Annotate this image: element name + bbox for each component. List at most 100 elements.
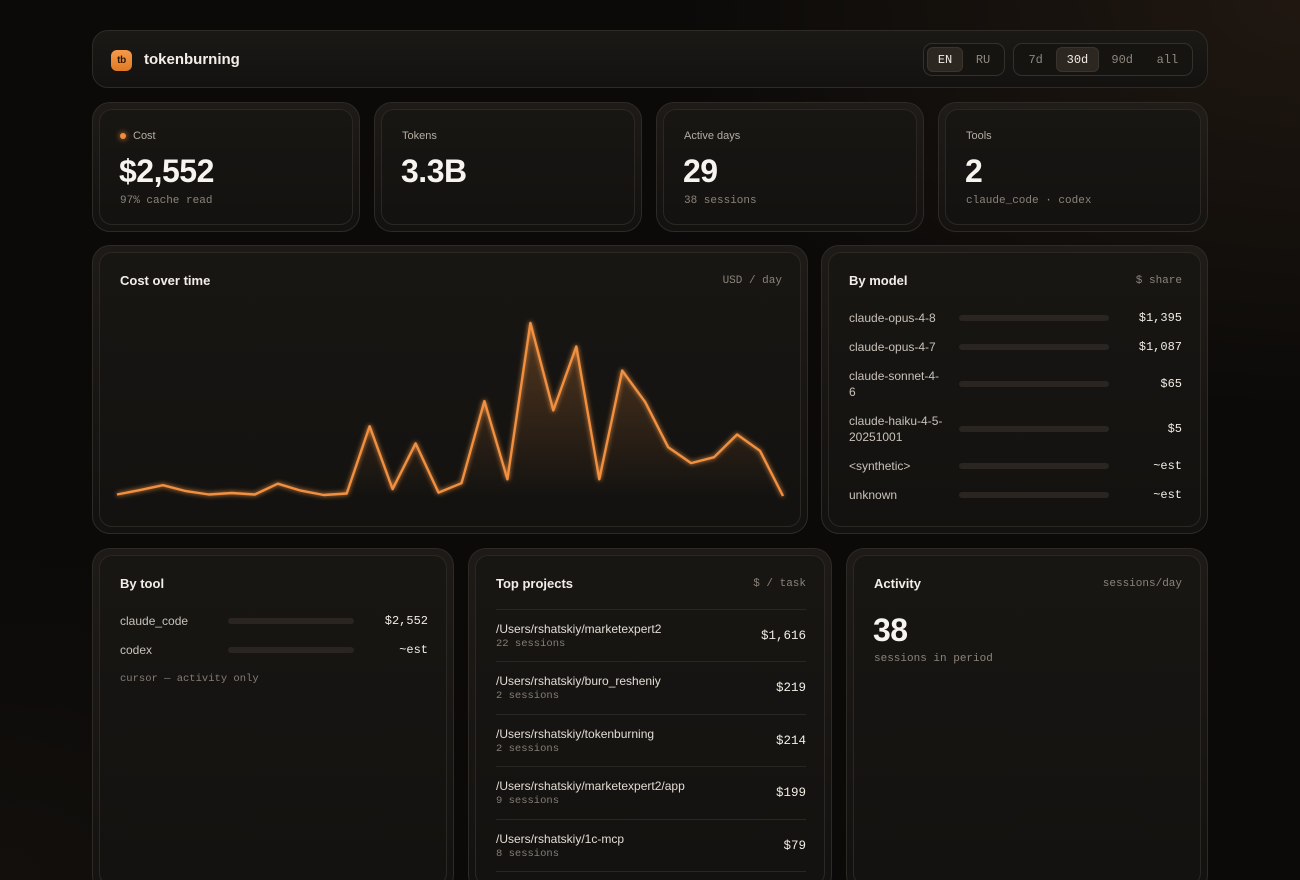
cost-data-point[interactable] [433, 487, 445, 499]
projects-title: Top projects [496, 576, 574, 591]
project-row[interactable]: /Users/rshatskiy/marketexpert2 22 sessio… [496, 609, 806, 661]
tool-share-bar [228, 618, 354, 624]
cost-data-point[interactable] [410, 437, 422, 449]
cost-data-point[interactable] [478, 395, 490, 407]
activity-title: Activity [874, 576, 921, 591]
project-cost: $79 [783, 839, 806, 853]
tool-name: codex [120, 643, 153, 657]
top-bar: tb tokenburning EN RU 7d 30d 90d all [92, 30, 1208, 88]
cost-data-point[interactable] [754, 445, 766, 457]
projects-meta: $ / task [753, 578, 806, 590]
tool-cost: ~est [399, 643, 428, 657]
cost-data-point[interactable] [226, 487, 238, 499]
range-30d-button[interactable]: 30d [1056, 47, 1099, 72]
model-name: claude-haiku-4-5-20251001 [849, 414, 943, 444]
model-cost: $65 [1160, 377, 1182, 391]
cost-data-point[interactable] [570, 341, 582, 353]
model-share-bar [959, 381, 1109, 387]
model-cost: $1,087 [1138, 340, 1182, 354]
tool-share-bar [228, 647, 354, 653]
stat-label: Tools [966, 130, 992, 142]
model-row[interactable]: claude-sonnet-4-6 $65 [849, 368, 1182, 400]
model-cost: $5 [1167, 422, 1182, 436]
model-share-bar [959, 426, 1109, 432]
model-share-bar [959, 344, 1109, 350]
stat-sub: 97% cache read [120, 195, 213, 207]
cost-data-point[interactable] [593, 473, 605, 485]
stat-value: 3.3B [401, 153, 467, 189]
cost-data-point[interactable] [524, 317, 536, 329]
cost-data-point[interactable] [662, 441, 674, 453]
range-7d-button[interactable]: 7d [1028, 52, 1043, 67]
stat-card-active-days: Active days 29 38 sessions [656, 102, 924, 232]
tool-cost: $2,552 [384, 614, 428, 628]
model-share-bar [959, 492, 1109, 498]
activity-card: Activity sessions/day 38 sessions in per… [846, 548, 1208, 880]
cost-data-point[interactable] [249, 489, 261, 501]
model-cost: ~est [1153, 488, 1182, 502]
lang-en-button[interactable]: EN [927, 47, 964, 72]
cost-data-point[interactable] [157, 479, 169, 491]
tool-row[interactable]: claude_code $2,552 [120, 613, 428, 629]
stat-card-tokens: Tokens 3.3B [374, 102, 642, 232]
lang-ru-button[interactable]: RU [975, 52, 991, 67]
by-model-card: By model $ share claude-opus-4-8 $1,395 … [821, 245, 1208, 534]
model-row[interactable]: claude-haiku-4-5-20251001 $5 [849, 413, 1182, 445]
cost-data-point[interactable] [777, 490, 789, 502]
cost-data-point[interactable] [708, 451, 720, 463]
chart-unit: USD / day [722, 275, 782, 287]
model-cost: $1,395 [1138, 311, 1182, 325]
app-title: tokenburning [144, 51, 240, 68]
tool-row[interactable]: codex ~est [120, 642, 428, 658]
model-row[interactable]: claude-opus-4-8 $1,395 [849, 310, 1182, 326]
project-path: /Users/rshatskiy/buro_resheniy [496, 674, 661, 688]
model-row[interactable]: claude-opus-4-7 $1,087 [849, 339, 1182, 355]
activity-value: 38 [873, 612, 908, 648]
by-tool-title: By tool [120, 576, 165, 591]
activity-sub: sessions in period [874, 653, 993, 665]
model-row[interactable]: unknown ~est [849, 487, 1182, 503]
cost-data-point[interactable] [134, 484, 146, 496]
project-row[interactable]: /Users/rshatskiy/1c-mcp 8 sessions $79 [496, 819, 806, 871]
range-switcher: 7d 30d 90d all [1013, 43, 1193, 76]
cost-data-point[interactable] [731, 429, 743, 441]
cost-area-fill [117, 322, 783, 496]
cost-data-point[interactable] [456, 477, 468, 489]
model-name: unknown [849, 488, 898, 502]
cost-data-point[interactable] [616, 365, 628, 377]
cost-data-point[interactable] [364, 420, 376, 432]
cost-data-point[interactable] [547, 404, 559, 416]
cost-data-point[interactable] [272, 478, 284, 490]
cost-data-point[interactable] [318, 489, 330, 501]
cost-data-point[interactable] [685, 457, 697, 469]
cost-data-point[interactable] [180, 485, 192, 497]
project-cost: $199 [775, 786, 806, 800]
stat-sub: 38 sessions [684, 195, 757, 207]
cost-data-point[interactable] [295, 485, 307, 497]
project-sessions: 8 sessions [496, 848, 560, 860]
cost-data-point[interactable] [203, 489, 215, 501]
cost-data-point[interactable] [341, 488, 353, 500]
stat-value: $2,552 [119, 153, 214, 189]
activity-meta: sessions/day [1102, 578, 1182, 590]
model-share-bar [959, 315, 1109, 321]
model-name: claude-opus-4-7 [849, 340, 936, 354]
cost-data-point[interactable] [639, 396, 651, 408]
cost-data-point[interactable] [387, 483, 399, 495]
app-logo-icon[interactable]: tb [111, 50, 132, 71]
project-cost: $1,616 [760, 629, 806, 643]
project-path: /Users/rshatskiy/marketexpert2 [496, 622, 662, 636]
model-name: <synthetic> [849, 459, 911, 473]
model-row[interactable]: <synthetic> ~est [849, 458, 1182, 474]
project-row[interactable]: /Users/rshatskiy/buro_resheniy 2 session… [496, 661, 806, 713]
cost-data-point[interactable] [501, 473, 513, 485]
project-path: /Users/rshatskiy/marketexpert2/app [496, 779, 685, 793]
stat-card-cost: Cost $2,552 97% cache read [92, 102, 360, 232]
project-row[interactable]: /Users/rshatskiy/marketexpert2/app 9 ses… [496, 766, 806, 818]
range-all-button[interactable]: all [1156, 52, 1179, 67]
tool-name: claude_code [120, 614, 189, 628]
range-90d-button[interactable]: 90d [1111, 52, 1133, 67]
model-name: claude-opus-4-8 [849, 311, 936, 325]
project-row[interactable]: /Users/rshatskiy/tokenburning 2 sessions… [496, 714, 806, 766]
cost-data-point[interactable] [113, 489, 123, 501]
